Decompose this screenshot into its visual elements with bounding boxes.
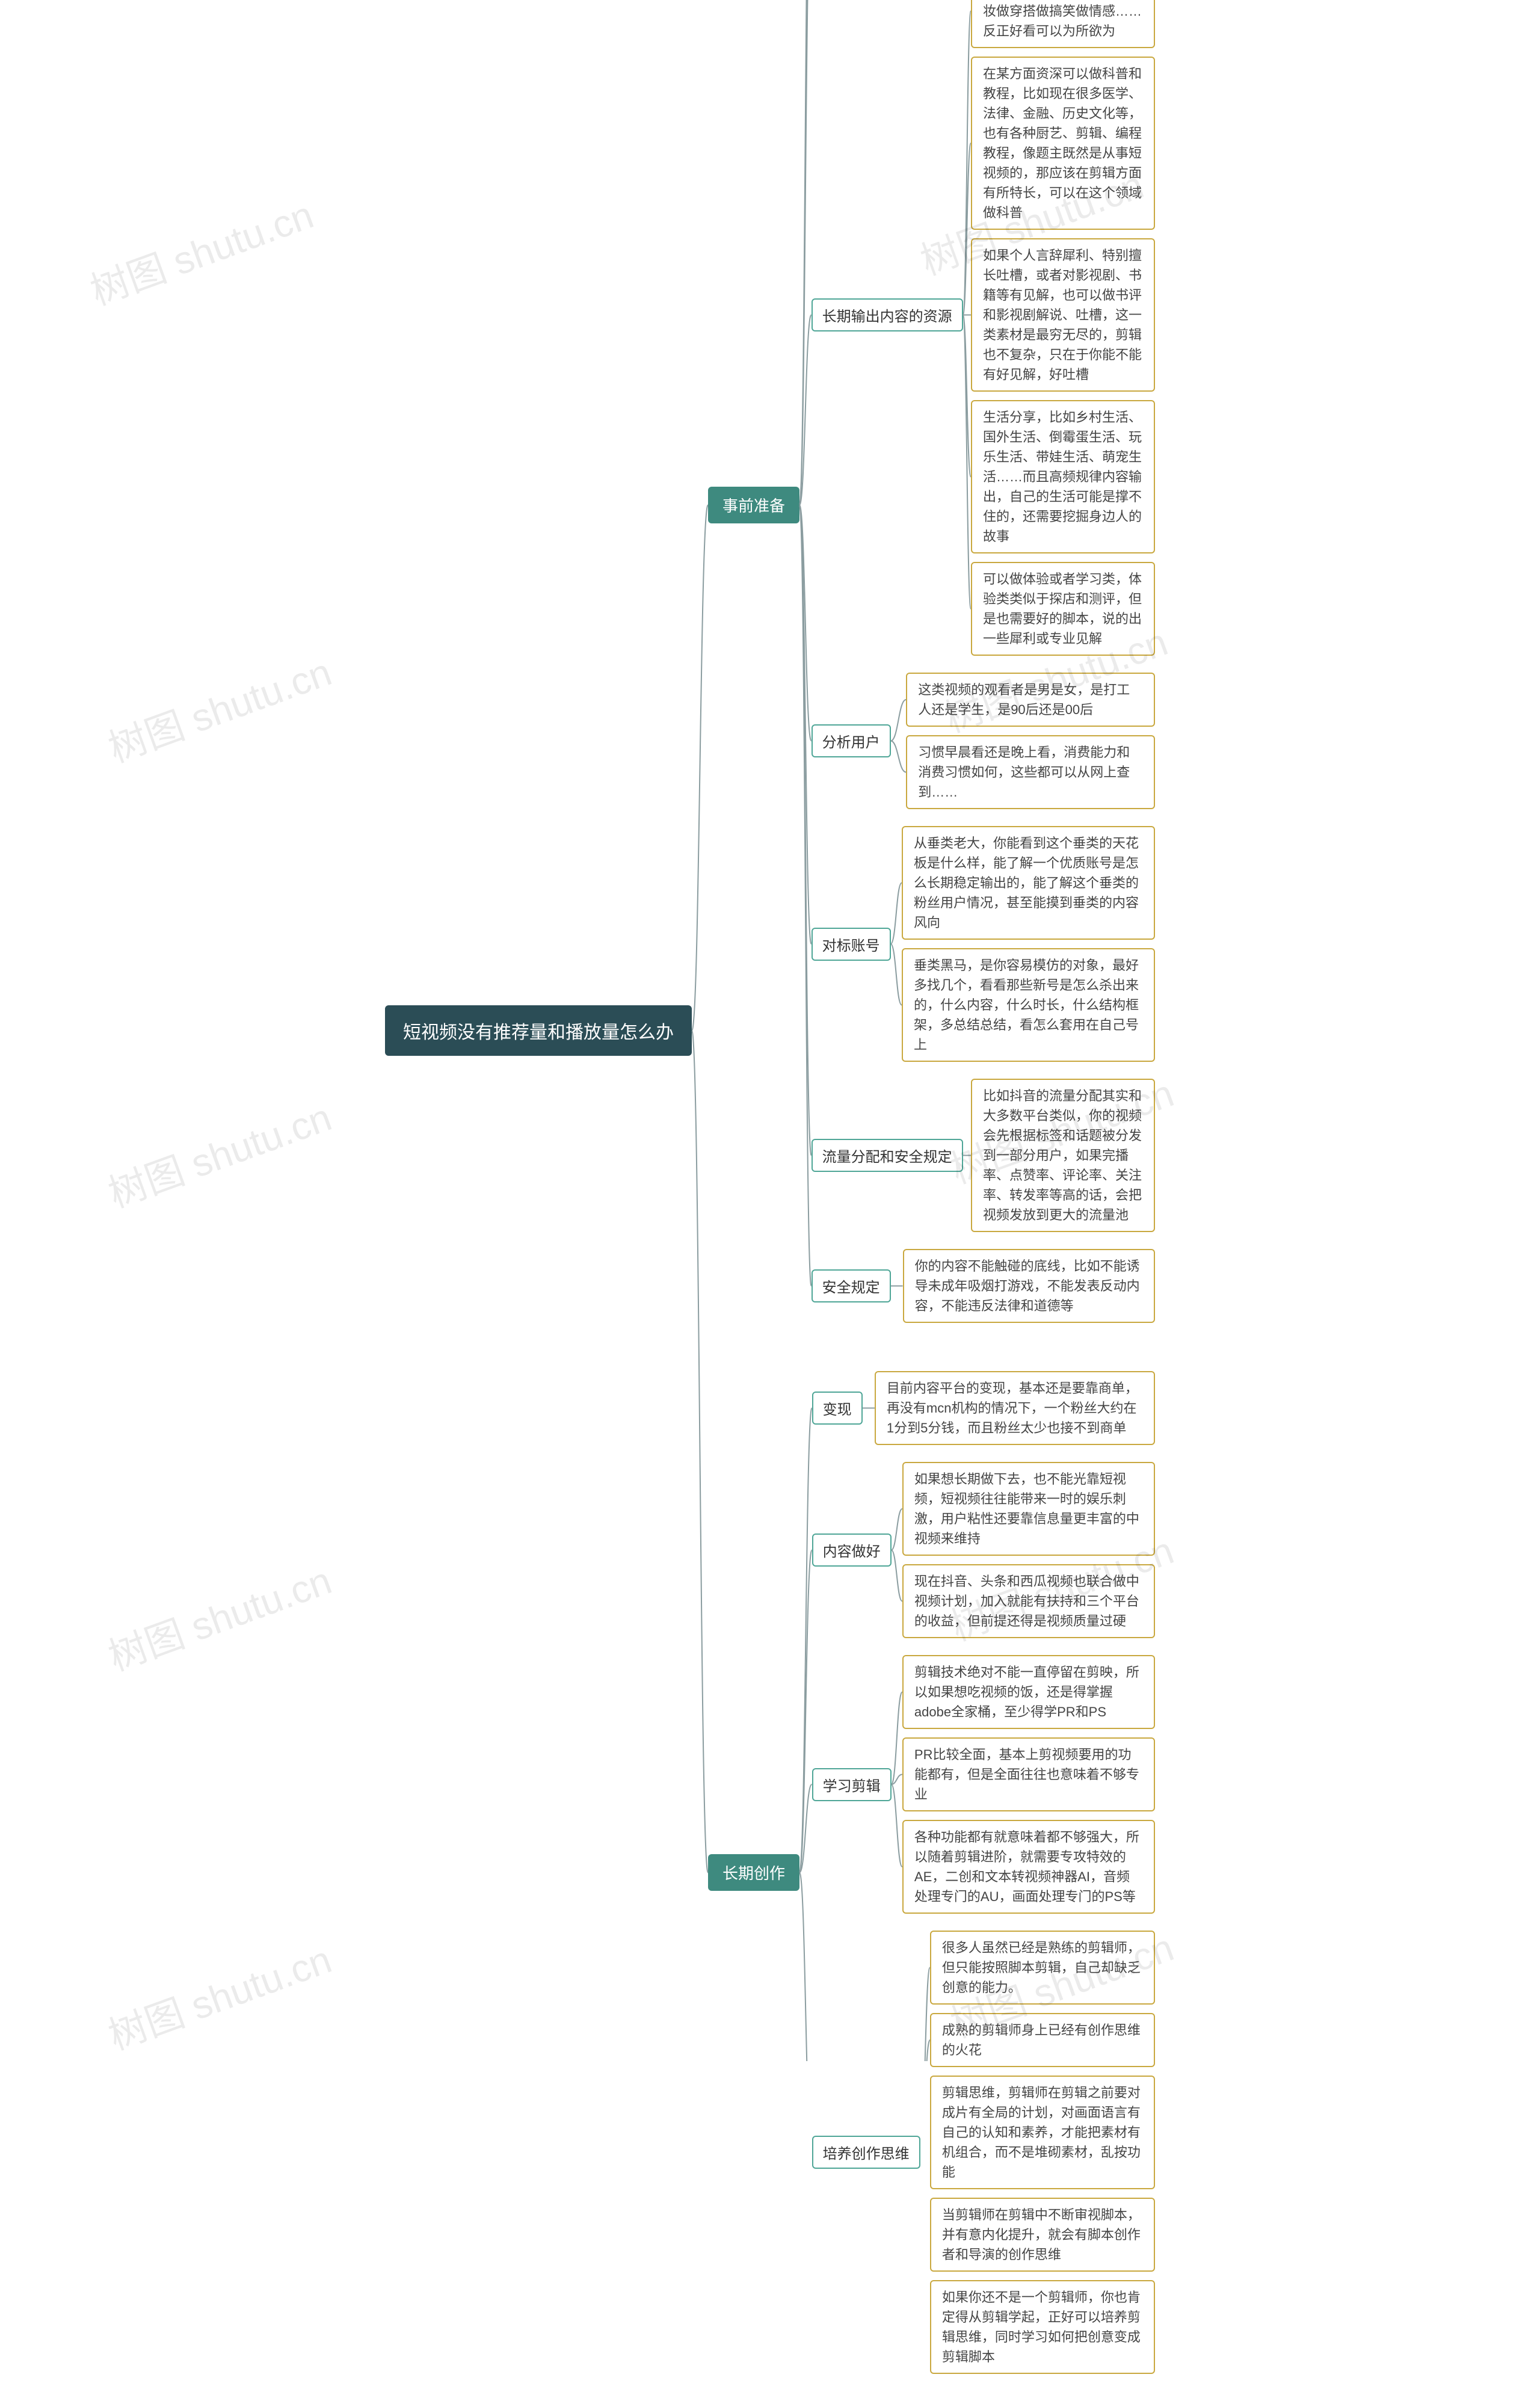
level2-node: 培养创作思维 <box>812 2136 920 2169</box>
level2-node: 流量分配和安全规定 <box>812 1139 963 1172</box>
watermark: 树图 shutu.cn <box>100 1929 338 2060</box>
root-node: 短视频没有推荐量和播放量怎么办 <box>385 1005 692 1056</box>
level2-node: 分析用户 <box>812 724 891 757</box>
watermark: 树图 shutu.cn <box>82 184 320 316</box>
leaf-node: 剪辑技术绝对不能一直停留在剪映，所以如果想吃视频的饭，还是得掌握adobe全家桶… <box>902 1655 1155 1729</box>
level2-node: 内容做好 <box>812 1533 892 1567</box>
leaf-node: 目前内容平台的变现，基本还是要靠商单，再没有mcn机构的情况下，一个粉丝大约在1… <box>875 1371 1155 1445</box>
leaf-node: 你的内容不能触碰的底线，比如不能诱导未成年吸烟打游戏，不能发表反动内容，不能违反… <box>903 1249 1155 1323</box>
watermark: 树图 shutu.cn <box>100 1550 338 1681</box>
level2-node: 变现 <box>812 1392 863 1425</box>
watermark: 树图 shutu.cn <box>100 1086 338 1218</box>
leaf-node: 各种功能都有就意味着都不够强大，所以随着剪辑进阶，就需要专攻特效的AE，二创和文… <box>902 1820 1155 1914</box>
leaf-node: 垂类黑马，是你容易模仿的对象，最好多找几个，看看那些新号是怎么杀出来的，什么内容… <box>902 948 1155 1062</box>
level2-node: 安全规定 <box>812 1269 891 1302</box>
leaf-node: 当剪辑师在剪辑中不断审视脚本，并有意内化提升，就会有脚本创作者和导演的创作思维 <box>930 2198 1155 2272</box>
level1-node: 长期创作 <box>708 1854 799 1891</box>
level2-node: 对标账号 <box>812 928 891 961</box>
level2-node: 长期输出内容的资源 <box>812 298 963 331</box>
level2-node: 学习剪辑 <box>812 1768 892 1801</box>
level1-node: 事前准备 <box>708 487 799 523</box>
leaf-node: 剪辑思维，剪辑师在剪辑之前要对成片有全局的计划，对画面语言有自己的认知和素养，才… <box>930 2076 1155 2189</box>
leaf-node: 长得好看，可以出镜，做美妆做穿搭做搞笑做情感……反正好看可以为所欲为 <box>971 0 1155 48</box>
leaf-node: 从垂类老大，你能看到这个垂类的天花板是什么样，能了解一个优质账号是怎么长期稳定输… <box>902 826 1155 940</box>
leaf-node: PR比较全面，基本上剪视频要用的功能都有，但是全面往往也意味着不够专业 <box>902 1737 1155 1811</box>
leaf-node: 习惯早晨看还是晚上看，消费能力和消费习惯如何，这些都可以从网上查到…… <box>906 735 1155 809</box>
watermark: 树图 shutu.cn <box>100 641 338 773</box>
leaf-node: 如果你还不是一个剪辑师，你也肯定得从剪辑学起，正好可以培养剪辑思维，同时学习如何… <box>930 2280 1155 2374</box>
leaf-node: 生活分享，比如乡村生活、国外生活、倒霉蛋生活、玩乐生活、带娃生活、萌宠生活……而… <box>971 400 1155 553</box>
